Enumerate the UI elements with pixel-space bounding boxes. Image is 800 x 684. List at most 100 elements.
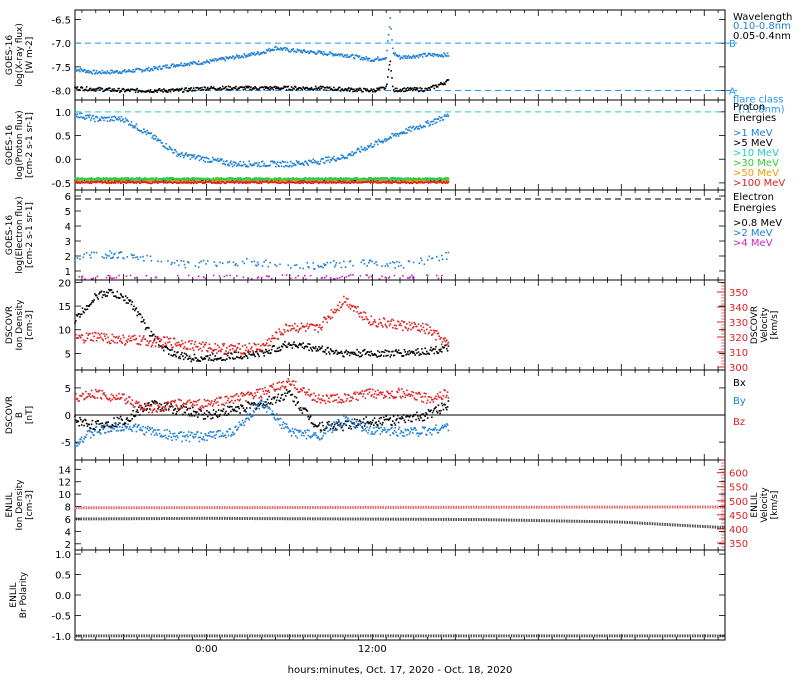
data-point: [170, 67, 172, 69]
data-point: [112, 278, 114, 280]
data-point: [275, 166, 277, 168]
data-point: [171, 349, 173, 351]
data-point: [292, 89, 294, 91]
data-point: [207, 87, 209, 89]
right-y-tick-label: 350: [729, 288, 748, 299]
data-point: [302, 268, 304, 270]
data-point: [448, 177, 450, 179]
data-point: [129, 91, 131, 93]
data-point: [244, 55, 246, 57]
data-point: [95, 72, 97, 74]
data-point: [159, 88, 161, 90]
data-point: [184, 346, 186, 348]
data-point: [79, 113, 81, 115]
right-axis-label: DSCOVR: [750, 306, 760, 344]
data-point: [385, 355, 387, 357]
data-point: [174, 64, 176, 66]
data-point: [144, 322, 146, 324]
data-point: [375, 261, 377, 263]
data-point: [115, 182, 117, 184]
data-point: [225, 182, 227, 184]
data-point: [441, 255, 443, 257]
data-point: [368, 354, 370, 356]
data-point: [219, 262, 221, 264]
data-point: [299, 267, 301, 269]
data-point: [383, 141, 385, 143]
data-point: [430, 347, 432, 349]
data-point: [90, 88, 92, 90]
data-point: [151, 132, 153, 134]
data-point: [409, 177, 411, 179]
data-point: [82, 339, 84, 341]
data-point: [364, 147, 366, 149]
data-point: [354, 58, 356, 60]
data-point: [176, 260, 178, 262]
data-point: [74, 182, 76, 184]
data-point: [127, 338, 129, 340]
data-point: [227, 262, 229, 264]
data-point: [242, 87, 244, 89]
data-point: [238, 88, 240, 90]
data-point: [329, 161, 331, 163]
data-point: [84, 118, 86, 120]
data-point: [105, 254, 107, 256]
data-point: [317, 350, 319, 352]
data-point: [238, 163, 240, 165]
data-point: [290, 51, 292, 53]
data-point: [386, 50, 388, 52]
y-tick-label: 2: [65, 252, 71, 263]
data-point: [112, 292, 114, 294]
data-point: [269, 50, 271, 52]
data-point: [229, 89, 231, 91]
data-point: [156, 342, 158, 344]
data-point: [297, 181, 299, 183]
data-point: [289, 165, 291, 167]
data-point: [165, 342, 167, 344]
data-point: [75, 114, 77, 116]
data-point: [366, 265, 368, 267]
data-point: [248, 166, 250, 168]
data-point: [404, 57, 406, 59]
data-point: [448, 55, 450, 57]
data-point: [109, 120, 111, 122]
data-point: [198, 155, 200, 157]
y-axis-label: DSCOVR: [5, 306, 15, 344]
data-point: [398, 265, 400, 267]
data-point: [277, 87, 279, 89]
data-point: [318, 266, 320, 268]
data-point: [263, 165, 265, 167]
data-point: [142, 132, 144, 134]
data-point: [93, 299, 95, 301]
data-point: [165, 67, 167, 69]
data-point: [192, 63, 194, 65]
data-point: [125, 295, 127, 297]
data-point: [429, 124, 431, 126]
data-point: [285, 345, 287, 347]
data-point: [389, 64, 391, 66]
data-point: [392, 351, 394, 353]
data-point: [372, 91, 374, 93]
data-point: [397, 133, 399, 135]
data-point: [448, 252, 450, 254]
data-point: [186, 355, 188, 357]
data-point: [328, 53, 330, 55]
data-point: [174, 351, 176, 353]
data-point: [82, 257, 84, 259]
data-point: [147, 70, 149, 72]
data-point: [312, 159, 314, 161]
data-point: [156, 136, 158, 138]
data-point: [151, 137, 153, 139]
data-point: [412, 178, 414, 180]
data-point: [348, 352, 350, 354]
data-point: [91, 339, 93, 341]
data-point: [326, 157, 328, 159]
data-point: [130, 299, 132, 301]
data-point: [173, 152, 175, 154]
data-point: [237, 265, 239, 267]
data-point: [132, 257, 134, 259]
data-point: [359, 55, 361, 57]
data-point: [107, 70, 109, 72]
data-point: [85, 309, 87, 311]
data-point: [112, 70, 114, 72]
data-point: [298, 182, 300, 184]
